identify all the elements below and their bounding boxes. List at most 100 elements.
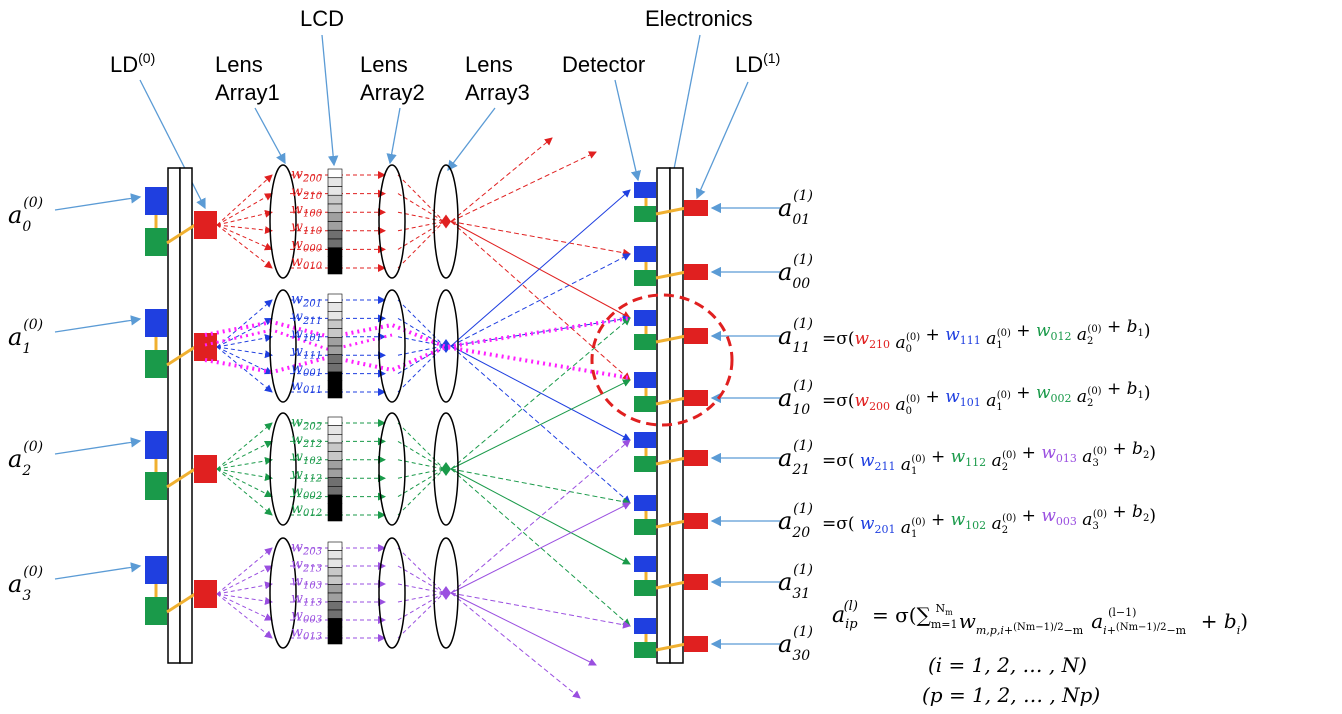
beam-to-focus: [397, 459, 445, 470]
lcd-cell: [327, 380, 343, 390]
lens-array1-element: [269, 412, 297, 526]
lcd-cell: [327, 221, 343, 231]
weight-label-w112: w112: [291, 467, 322, 485]
lens-array3-element: [433, 164, 459, 279]
pointer-lens2: [386, 107, 401, 165]
lcd-cell: [327, 416, 343, 426]
beam-to-lens1: [216, 547, 273, 595]
lcd-cell: [327, 541, 343, 551]
beam-to-lens1: [216, 457, 273, 470]
formula-rhs: = σ(∑m=1Nm wm,p,i+(Nm−1)/2−m ai+(Nm−1)/2−m…: [872, 602, 1248, 637]
lcd-cell: [327, 503, 343, 513]
weight-label-w210: w210: [291, 184, 323, 202]
lcd-cell: [327, 468, 343, 478]
ld1-emitter: [684, 574, 708, 590]
lcd-cell: [327, 442, 343, 452]
beam-to-focus: [397, 345, 445, 356]
focal-spot: [441, 214, 451, 229]
output-ray: [450, 468, 631, 565]
output-label-a00: a00(1): [778, 252, 813, 292]
lcd-cell: [327, 486, 343, 496]
detector-ld-connector: [655, 456, 687, 466]
label-lens1-line1: Lens: [215, 52, 263, 77]
lens-array2-element: [378, 289, 406, 403]
output-equations: =σ(w210 a0(0) + w111 a1(0) + w012 a2(0) …: [822, 317, 1156, 540]
beam-to-focus: [397, 193, 445, 222]
lcd-cell: [327, 434, 343, 444]
pointer-lens1: [254, 107, 286, 165]
lcd-cell: [327, 194, 343, 205]
lcd-cell: [327, 635, 343, 645]
label-lens2-line2: Array2: [360, 80, 425, 105]
lens-array3-element: [433, 537, 459, 649]
beam-to-lens1: [216, 224, 273, 251]
beam-to-lens1: [216, 565, 273, 595]
beam-to-lens1: [216, 581, 273, 595]
lcd-cell: [327, 212, 343, 222]
equation-a11: =σ(w210 a0(0) + w111 a1(0) + w012 a2(0) …: [822, 317, 1151, 355]
focal-spot: [441, 462, 451, 476]
beam-to-focus: [397, 468, 445, 516]
lcd-cell: [327, 186, 343, 196]
ld1-emitter: [684, 264, 708, 280]
output-ray: [450, 345, 631, 441]
beam-to-lens1: [216, 346, 273, 375]
input-blue-block: [145, 187, 167, 215]
detector-green: [634, 206, 656, 222]
lcd-cell: [327, 311, 343, 321]
weight-label-w010: w010: [291, 254, 323, 272]
detector-blue: [634, 246, 656, 262]
output-label-a21: a21(1): [778, 438, 813, 478]
output-ray: [450, 592, 581, 699]
lcd-cell: [327, 337, 343, 347]
equation-a10: =σ(w200 a0(0) + w101 a1(0) + w002 a2(0) …: [822, 379, 1151, 417]
input-label-a3: a3(0): [8, 564, 43, 604]
beam-to-lens1: [216, 193, 273, 226]
input-label-a1: a1(0): [8, 317, 43, 357]
detector-green: [634, 456, 656, 472]
beam-to-focus: [397, 592, 445, 621]
beam-to-lens1: [216, 299, 273, 348]
beam-to-lens1: [216, 317, 273, 348]
weight-label-w002: w002: [291, 484, 322, 502]
output-label-a20: a20(1): [778, 501, 813, 541]
beam-to-lens1: [216, 422, 273, 470]
input-arrow: [54, 193, 142, 211]
lcd-cell: [327, 302, 343, 312]
focal-spot: [441, 586, 451, 600]
output-ray: [450, 592, 597, 666]
weight-label-w202: w202: [291, 415, 322, 433]
weight-label-w000: w000: [291, 237, 323, 255]
detector-green: [634, 334, 656, 350]
output-label-a30: a30(1): [778, 624, 813, 664]
lcd-cell: [327, 567, 343, 577]
ld0-emitter: [194, 580, 217, 608]
detector-green: [634, 270, 656, 286]
weight-label-w102: w102: [291, 449, 322, 467]
lcd-cell: [327, 256, 343, 266]
output-label-a10: a10(1): [778, 378, 813, 418]
ld0-emitter: [194, 455, 217, 483]
label-lcd: LCD: [300, 6, 344, 31]
weight-label-w211: w211: [291, 309, 322, 327]
lcd-cell: [327, 618, 343, 628]
beam-to-focus: [397, 592, 445, 639]
weight-label-w110: w110: [291, 219, 323, 237]
beam-to-focus: [397, 299, 445, 347]
weight-label-w013: w013: [291, 624, 322, 642]
lens-array2-element: [378, 164, 406, 279]
detector-ld-connector: [655, 334, 687, 344]
beam-to-lens1: [216, 346, 273, 359]
lcd-cell: [327, 247, 343, 257]
beam-to-lens1: [216, 593, 273, 639]
beam-to-focus: [397, 547, 445, 594]
weight-label-w113: w113: [291, 590, 322, 608]
lcd-cell: [327, 584, 343, 594]
lcd-cell: [327, 477, 343, 487]
input-arrow: [54, 315, 142, 333]
label-ld0: LD(0): [110, 50, 155, 77]
beam-to-focus: [397, 345, 445, 393]
detector-green: [634, 519, 656, 535]
